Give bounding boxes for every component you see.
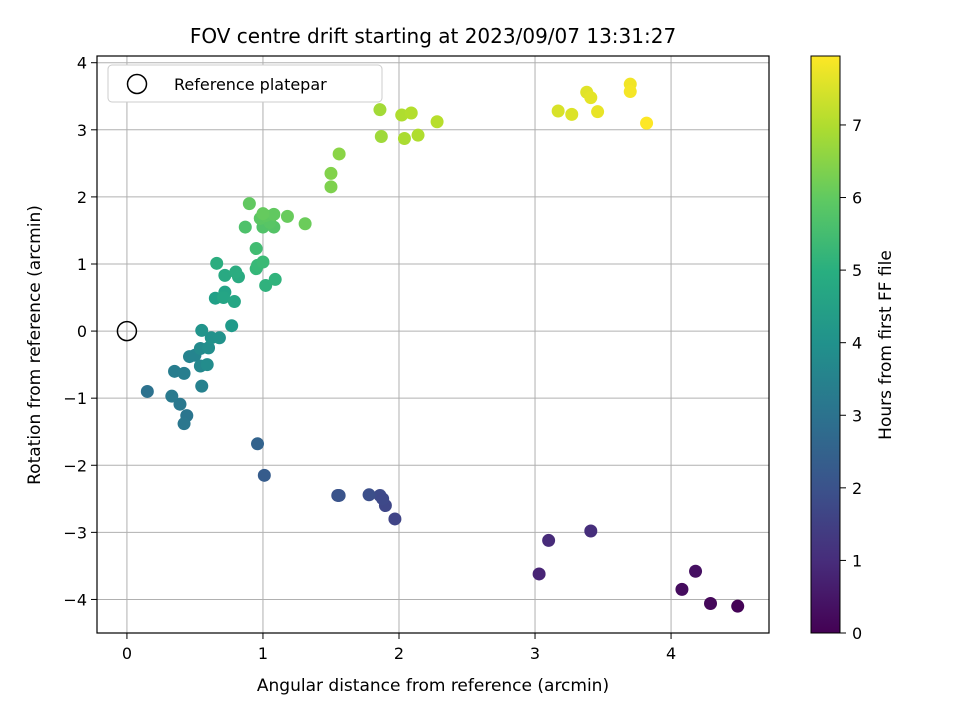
data-point xyxy=(259,278,273,292)
data-point xyxy=(212,331,226,345)
y-tick-label: 4 xyxy=(77,54,87,73)
data-point xyxy=(238,220,252,234)
data-point xyxy=(251,437,265,451)
data-point xyxy=(388,512,402,526)
colorbar-tick-label: 5 xyxy=(852,261,862,280)
chart-title: FOV centre drift starting at 2023/09/07 … xyxy=(190,24,676,48)
data-point xyxy=(242,197,256,211)
data-point xyxy=(551,104,565,118)
data-point xyxy=(195,379,209,393)
data-point xyxy=(298,217,312,231)
data-point xyxy=(332,488,346,502)
data-point xyxy=(256,255,270,269)
data-point xyxy=(177,417,191,431)
y-tick-label: −1 xyxy=(63,389,87,408)
legend-marker-icon xyxy=(126,73,148,95)
data-point xyxy=(623,85,637,99)
legend: Reference platepar xyxy=(107,64,383,103)
grid-lines xyxy=(97,56,769,633)
y-tick-label: 3 xyxy=(77,121,87,140)
data-point xyxy=(591,105,605,119)
data-point xyxy=(565,107,579,121)
data-point xyxy=(280,209,294,223)
data-point xyxy=(397,132,411,146)
data-point xyxy=(411,128,425,142)
colorbar-tick-label: 6 xyxy=(852,189,862,208)
y-tick-label: −3 xyxy=(63,523,87,542)
data-point xyxy=(376,492,390,506)
data-point xyxy=(225,319,239,333)
data-point xyxy=(140,384,154,398)
x-tick-label: 0 xyxy=(122,644,132,663)
colorbar-tick-label: 3 xyxy=(852,406,862,425)
data-point xyxy=(704,596,718,610)
data-point xyxy=(257,468,271,482)
data-point xyxy=(362,488,376,502)
y-tick-label: −4 xyxy=(63,590,87,609)
data-point xyxy=(332,147,346,161)
data-point xyxy=(689,564,703,578)
data-point xyxy=(373,103,387,117)
colorbar-tick-label: 1 xyxy=(852,551,862,570)
x-tick-label: 3 xyxy=(530,644,540,663)
data-point xyxy=(675,582,689,596)
data-point xyxy=(430,115,444,129)
data-point xyxy=(227,295,241,309)
data-point xyxy=(267,207,281,221)
data-point xyxy=(731,599,745,613)
x-tick-label: 2 xyxy=(394,644,404,663)
data-point xyxy=(268,272,282,286)
colorbar-label: Hours from first FF file xyxy=(876,250,896,440)
scatter-points xyxy=(140,77,745,613)
data-point xyxy=(404,106,418,120)
x-tick-label: 4 xyxy=(666,644,676,663)
legend-entry-reference-platepar: Reference platepar xyxy=(174,75,327,94)
data-point xyxy=(374,130,388,144)
y-tick-label: 2 xyxy=(77,188,87,207)
colorbar-tick-label: 2 xyxy=(852,479,862,498)
data-point xyxy=(165,389,179,403)
data-point xyxy=(324,180,338,194)
legend-box xyxy=(107,64,383,103)
data-point xyxy=(249,242,263,256)
y-axis-label: Rotation from reference (arcmin) xyxy=(25,205,45,485)
data-point xyxy=(218,268,232,282)
y-tick-label: 0 xyxy=(77,322,87,341)
data-point xyxy=(229,265,243,279)
data-point xyxy=(173,397,187,411)
data-point xyxy=(217,291,231,305)
data-point xyxy=(202,341,216,355)
data-point xyxy=(532,567,546,581)
data-point xyxy=(200,358,214,372)
colorbar-tick-label: 4 xyxy=(852,334,862,353)
y-tick-label: 1 xyxy=(77,255,87,274)
data-point xyxy=(640,116,654,130)
data-point xyxy=(210,256,224,270)
colorbar-gradient xyxy=(810,55,841,634)
reference-platepar-marker xyxy=(116,320,138,342)
data-point xyxy=(324,166,338,180)
data-point xyxy=(584,524,598,538)
x-axis-ticks: 0 1 2 3 4 xyxy=(122,633,676,663)
plot-frame xyxy=(96,55,770,634)
colorbar-ticks: 0 1 2 3 4 5 6 7 xyxy=(840,116,862,643)
colorbar: 0 1 2 3 4 5 6 7 Hours from first FF file xyxy=(810,55,896,643)
data-point xyxy=(195,323,209,337)
x-tick-label: 1 xyxy=(258,644,268,663)
data-point xyxy=(542,533,556,547)
x-axis-label: Angular distance from reference (arcmin) xyxy=(257,676,609,696)
data-point xyxy=(584,91,598,105)
colorbar-tick-label: 0 xyxy=(852,624,862,643)
y-axis-ticks: −4 −3 −2 −1 0 1 2 3 4 xyxy=(63,54,97,609)
colorbar-tick-label: 7 xyxy=(852,116,862,135)
data-point xyxy=(177,366,191,380)
y-tick-label: −2 xyxy=(63,456,87,475)
data-point xyxy=(256,207,270,221)
